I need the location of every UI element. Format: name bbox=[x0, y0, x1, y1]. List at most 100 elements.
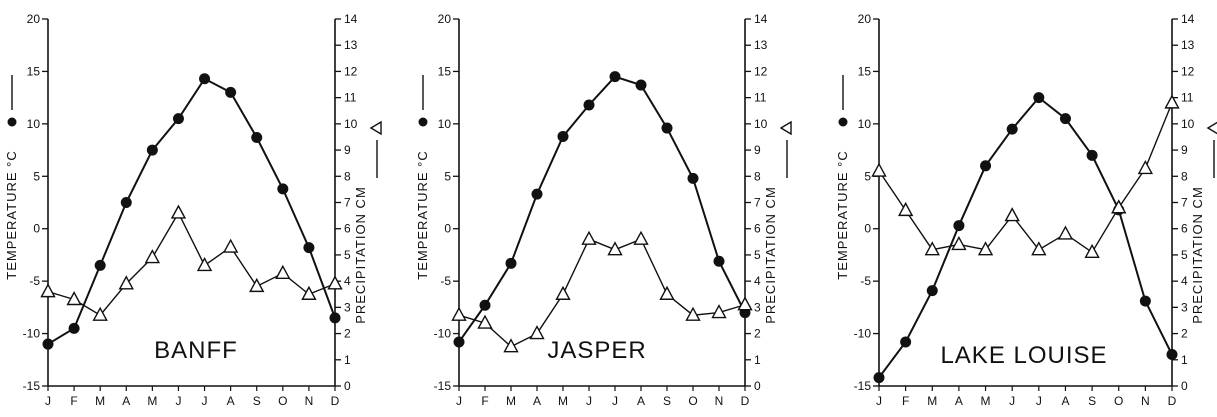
month-label: O bbox=[688, 394, 697, 408]
temperature-series-line bbox=[47, 77, 336, 345]
left-tick-label: -5 bbox=[29, 274, 40, 288]
right-tick-label: 0 bbox=[754, 379, 761, 393]
right-tick-label: 14 bbox=[754, 12, 768, 26]
temperature-point bbox=[42, 338, 54, 350]
temperature-point bbox=[661, 122, 673, 134]
month-label: F bbox=[902, 394, 909, 408]
precipitation-point bbox=[581, 230, 597, 245]
precipitation-legend-marker bbox=[779, 120, 792, 136]
left-tick-label: -10 bbox=[854, 327, 872, 341]
month-label: J bbox=[456, 394, 462, 408]
right-tick-label: 9 bbox=[344, 143, 351, 157]
left-tick-label: -10 bbox=[434, 327, 452, 341]
right-tick-label: 12 bbox=[1181, 64, 1195, 78]
temperature-point bbox=[277, 183, 289, 195]
right-tick-label: 8 bbox=[1181, 169, 1188, 183]
right-tick-label: 10 bbox=[1181, 117, 1195, 131]
month-label: N bbox=[715, 394, 724, 408]
precipitation-point bbox=[1111, 199, 1127, 214]
right-tick-label: 2 bbox=[754, 327, 761, 341]
left-axis-title: TEMPERATURE °C bbox=[835, 150, 850, 279]
month-label: A bbox=[955, 394, 963, 408]
temperature-legend-marker bbox=[838, 117, 848, 127]
precipitation-point bbox=[66, 291, 82, 306]
temperature-legend-marker bbox=[7, 117, 17, 127]
precipitation-point bbox=[633, 230, 649, 245]
right-tick-label: 14 bbox=[344, 12, 358, 26]
precipitation-series-line bbox=[458, 238, 746, 348]
right-tick-label: 13 bbox=[754, 38, 768, 52]
month-label: N bbox=[1141, 394, 1150, 408]
right-axis-title: PRECIPITATION CM bbox=[1190, 186, 1205, 324]
right-tick-label: 10 bbox=[754, 117, 768, 131]
temperature-point bbox=[199, 73, 211, 85]
temperature-point bbox=[1006, 123, 1018, 135]
temperature-point bbox=[900, 336, 912, 348]
right-tick-label: 7 bbox=[754, 196, 761, 210]
precipitation-point bbox=[170, 204, 187, 219]
left-axis-title: TEMPERATURE °C bbox=[415, 150, 430, 279]
left-tick-label: -15 bbox=[23, 379, 41, 393]
temperature-series-line bbox=[458, 75, 746, 343]
month-label: D bbox=[1168, 394, 1177, 408]
temperature-point bbox=[479, 299, 491, 311]
precipitation-point bbox=[196, 256, 213, 272]
month-label: J bbox=[175, 394, 181, 408]
right-tick-label: 11 bbox=[344, 91, 357, 105]
temperature-point bbox=[146, 144, 158, 156]
temperature-legend-marker bbox=[418, 117, 428, 127]
month-label: M bbox=[147, 394, 157, 408]
precipitation-point bbox=[951, 235, 967, 251]
station-label: JASPER bbox=[547, 337, 646, 364]
temperature-series-line bbox=[878, 96, 1173, 379]
right-tick-label: 6 bbox=[344, 222, 351, 236]
right-tick-label: 12 bbox=[344, 64, 358, 78]
month-label: J bbox=[612, 394, 618, 408]
temperature-point bbox=[557, 130, 569, 142]
temperature-point bbox=[68, 322, 80, 334]
left-tick-label: 10 bbox=[27, 117, 41, 131]
temperature-point bbox=[583, 99, 595, 111]
right-tick-label: 8 bbox=[344, 169, 351, 183]
month-label: A bbox=[533, 394, 541, 408]
precipitation-point bbox=[897, 201, 914, 217]
month-label: M bbox=[927, 394, 937, 408]
precipitation-point bbox=[871, 162, 887, 177]
right-tick-label: 9 bbox=[754, 143, 761, 157]
right-tick-label: 6 bbox=[754, 222, 761, 236]
precipitation-point bbox=[607, 241, 623, 256]
month-label: S bbox=[253, 394, 261, 408]
left-tick-label: 5 bbox=[33, 169, 40, 183]
temperature-point bbox=[251, 131, 263, 143]
right-axis-title: PRECIPITATION CM bbox=[763, 186, 778, 324]
month-label: J bbox=[876, 394, 882, 408]
right-tick-label: 3 bbox=[344, 300, 351, 314]
month-label: A bbox=[637, 394, 645, 408]
station-label: LAKE LOUISE bbox=[940, 342, 1107, 369]
left-tick-label: 15 bbox=[438, 64, 452, 78]
temperature-point bbox=[1086, 149, 1098, 161]
month-label: M bbox=[558, 394, 568, 408]
precipitation-point bbox=[1137, 159, 1154, 175]
precipitation-point bbox=[477, 314, 493, 329]
precipitation-point bbox=[144, 249, 161, 264]
precipitation-point bbox=[327, 275, 343, 290]
month-label: J bbox=[1009, 394, 1015, 408]
month-label: J bbox=[202, 394, 208, 408]
precipitation-point bbox=[737, 296, 753, 311]
left-tick-label: 15 bbox=[27, 64, 41, 78]
left-tick-label: -15 bbox=[434, 379, 452, 393]
month-label: A bbox=[1061, 394, 1069, 408]
precipitation-point bbox=[659, 285, 675, 300]
precipitation-point bbox=[92, 306, 108, 321]
precipitation-point bbox=[301, 285, 317, 300]
right-tick-label: 1 bbox=[1181, 353, 1188, 367]
temperature-point bbox=[609, 71, 621, 83]
right-tick-label: 7 bbox=[1181, 196, 1188, 210]
precipitation-point bbox=[1084, 243, 1100, 259]
right-tick-label: 2 bbox=[344, 327, 351, 341]
right-axis-title: PRECIPITATION CM bbox=[353, 186, 368, 324]
right-tick-label: 11 bbox=[1181, 91, 1194, 105]
